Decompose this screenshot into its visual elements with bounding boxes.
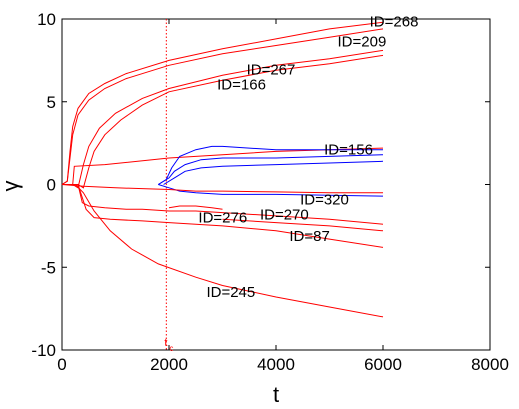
series-line-id-267 bbox=[62, 49, 384, 189]
series-line-id-268 bbox=[61, 21, 384, 185]
series-annotation: ID=320 bbox=[300, 191, 349, 208]
x-tick-label: 0 bbox=[57, 355, 66, 374]
series-annotation: ID=267 bbox=[247, 61, 296, 78]
series-annotation: ID=87 bbox=[289, 228, 329, 245]
y-tick-label: 5 bbox=[47, 93, 56, 112]
series-line-unlabeled-5 bbox=[158, 145, 383, 185]
series-annotation: ID=245 bbox=[206, 284, 255, 301]
series-line-id-276 bbox=[168, 205, 223, 210]
y-axis-label: γ bbox=[0, 181, 23, 192]
x-tick-label: 6000 bbox=[364, 355, 402, 374]
axis-ticks: 0 2000 4000 6000 8000 -10 -5 0 5 10 bbox=[31, 10, 508, 374]
series-annotation: ID=209 bbox=[338, 33, 387, 50]
x-tick-label: 2000 bbox=[150, 355, 188, 374]
y-tick-label: 0 bbox=[47, 176, 56, 195]
series-line-unlabeled-7 bbox=[163, 160, 384, 185]
series-line-id-87 bbox=[62, 184, 384, 248]
series-annotation: ID=270 bbox=[260, 206, 309, 223]
series-lines bbox=[61, 21, 384, 318]
series-line-unlabeled-9 bbox=[61, 184, 383, 194]
x-tick-label: 8000 bbox=[471, 355, 509, 374]
series-line-id-270 bbox=[62, 184, 384, 225]
series-line-id-320 bbox=[158, 184, 384, 197]
y-tick-label: 10 bbox=[37, 10, 56, 29]
series-line-id-209 bbox=[61, 28, 384, 185]
marker-subscript: c bbox=[169, 344, 173, 353]
series-annotation: ID=156 bbox=[324, 142, 373, 159]
series-line-id-166 bbox=[62, 54, 384, 189]
series-line-id-245 bbox=[62, 184, 384, 318]
series-line-id-156 bbox=[62, 147, 384, 185]
series-annotation: ID=166 bbox=[217, 76, 266, 93]
marker-label: t bbox=[164, 337, 167, 349]
series-annotation: ID=268 bbox=[370, 13, 419, 30]
x-tick-label: 4000 bbox=[257, 355, 295, 374]
series-annotation: ID=276 bbox=[198, 210, 247, 227]
x-axis-label: t bbox=[273, 382, 279, 407]
series-line-unlabeled-6 bbox=[158, 154, 384, 185]
series-line-unlabeled-13 bbox=[222, 218, 384, 232]
y-tick-label: -10 bbox=[31, 341, 56, 360]
y-tick-label: -5 bbox=[41, 258, 56, 277]
series-annotations: ID=268ID=209ID=267ID=166ID=156ID=320ID=2… bbox=[198, 13, 418, 301]
